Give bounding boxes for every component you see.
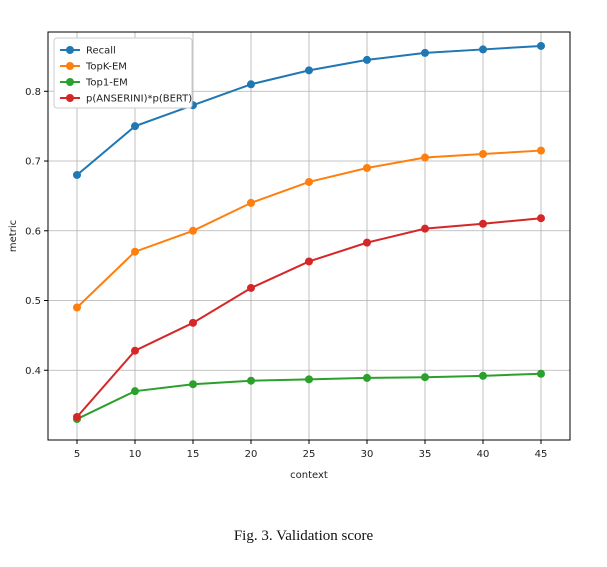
legend-swatch-marker [66, 62, 74, 70]
data-point [131, 247, 139, 256]
axis-ticks: 5 10 15 20 25 30 35 40 45 0.4 0.5 0.6 0.7 0.8 [25, 87, 547, 460]
data-point [73, 170, 81, 179]
data-point [131, 387, 139, 396]
data-point [305, 66, 313, 75]
data-point [131, 346, 139, 355]
data-point [189, 226, 197, 235]
legend-item: TopK-EM [60, 62, 127, 73]
data-point [479, 219, 487, 228]
data-point [421, 48, 429, 57]
y-tick-label: 0.4 [25, 366, 41, 377]
x-axis-label: context [290, 470, 328, 481]
data-point [421, 153, 429, 162]
data-point [421, 373, 429, 382]
series-1 [73, 146, 545, 312]
data-point [537, 146, 545, 155]
legend-label: Recall [86, 46, 116, 57]
x-tick-label: 25 [303, 449, 316, 460]
x-tick-label: 20 [245, 449, 258, 460]
data-point [479, 371, 487, 380]
data-point [363, 55, 371, 64]
legend-label: Top1-EM [85, 78, 128, 89]
legend-item: p(ANSERINI)*p(BERT) [60, 94, 192, 105]
data-point [421, 224, 429, 233]
x-tick-label: 40 [477, 449, 490, 460]
legend-item: Recall [60, 46, 116, 57]
x-tick-label: 35 [419, 449, 432, 460]
data-point [363, 238, 371, 247]
data-point [247, 376, 255, 385]
data-point [305, 257, 313, 266]
x-tick-label: 15 [187, 449, 200, 460]
data-point [305, 375, 313, 384]
legend-label: TopK-EM [85, 62, 127, 73]
legend-swatch-marker [66, 94, 74, 102]
y-tick-label: 0.6 [25, 226, 41, 237]
figure-caption: Fig. 3. Validation score [233, 528, 374, 544]
data-point [73, 412, 81, 421]
data-point [479, 45, 487, 54]
data-point [537, 41, 545, 50]
series-lines [73, 41, 545, 424]
data-point [247, 198, 255, 207]
x-tick-label: 45 [535, 449, 548, 460]
line-chart: 5 10 15 20 25 30 35 40 45 0.4 0.5 0.6 0.7 0.8 context… [8, 31, 571, 481]
legend: Recall TopK-EM Top1-EM p(ANSERINI)*p(BERT) [53, 37, 193, 109]
legend-swatch-marker [66, 78, 74, 86]
x-tick-label: 30 [361, 449, 374, 460]
y-axis-label: metric [8, 220, 19, 252]
legend-swatch-marker [66, 46, 74, 54]
data-point [305, 177, 313, 186]
legend-box [53, 37, 193, 109]
grid-lines [48, 32, 570, 440]
data-point [131, 122, 139, 131]
data-point [189, 318, 197, 327]
data-point [189, 380, 197, 389]
legend-item: Top1-EM [60, 78, 128, 89]
legend-label: p(ANSERINI)*p(BERT) [86, 94, 192, 105]
series-3 [73, 214, 545, 421]
x-tick-label: 5 [74, 449, 80, 460]
data-point [363, 164, 371, 172]
data-point [363, 373, 371, 382]
y-tick-label: 0.8 [25, 87, 41, 98]
data-point [537, 214, 545, 223]
data-point [73, 303, 81, 312]
data-point [247, 80, 255, 89]
data-point [537, 369, 545, 378]
x-tick-label: 10 [129, 449, 142, 460]
y-tick-label: 0.5 [25, 296, 41, 307]
y-tick-label: 0.7 [25, 157, 41, 168]
data-point [247, 283, 255, 292]
data-point [479, 150, 487, 159]
